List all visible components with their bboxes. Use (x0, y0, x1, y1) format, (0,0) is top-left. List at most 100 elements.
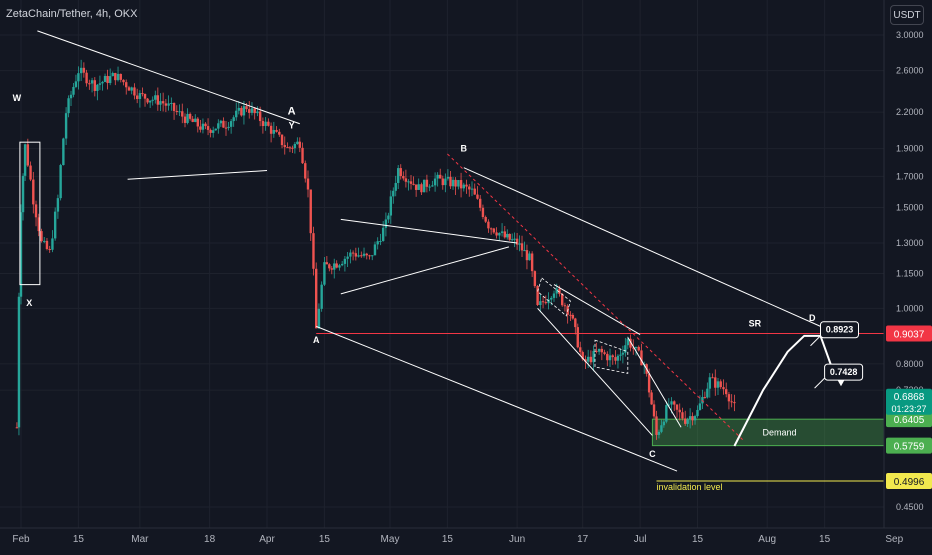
candle-body (148, 100, 152, 103)
candle-body (632, 347, 635, 349)
candle-body (125, 82, 128, 88)
candle-body (240, 107, 243, 116)
sr-price-badge: 0.9037 (894, 330, 925, 341)
candle-body (15, 427, 19, 429)
candle-body (621, 352, 625, 355)
demand-high-badge: 0.6405 (894, 415, 925, 426)
candle-body (261, 121, 265, 127)
wave-label-c: C (649, 449, 656, 459)
invalidation-price-badge: 0.4996 (894, 477, 925, 488)
candles (15, 59, 736, 440)
candle-body (530, 253, 534, 272)
candle-body (74, 81, 78, 87)
candle-body (495, 232, 498, 236)
candle-body (293, 143, 297, 149)
candle-body (235, 110, 238, 118)
candle-body (360, 255, 363, 257)
time-tick-label: Jul (634, 534, 647, 545)
candle-body (40, 231, 43, 242)
candle-body (272, 129, 276, 134)
candle-body (59, 165, 62, 199)
candle-body (242, 106, 246, 116)
invalidation-price-badge-bg (886, 472, 932, 489)
candle-body (523, 250, 526, 252)
time-axis: Feb 15 Mar 18 Apr 15 May 15 Jun 17 Jul 15 Aug 15 Sep (0, 527, 932, 545)
candle-body (547, 299, 550, 304)
candle-body (323, 262, 326, 285)
candle-body (473, 188, 476, 195)
candle-body (686, 419, 689, 424)
candle-body (650, 392, 653, 405)
candle-body (541, 301, 545, 303)
candle-body (43, 240, 46, 242)
candle-body (135, 95, 139, 99)
candle-body (446, 176, 450, 179)
candle-body (122, 79, 125, 83)
candle-body (404, 178, 408, 182)
candle-body (143, 94, 147, 99)
candle-body (515, 238, 519, 245)
candle-body (454, 179, 457, 187)
price-tick-label: 1.3000 (896, 238, 924, 248)
candle-body (111, 72, 114, 77)
candle-body (412, 183, 415, 185)
target-label: 0.7428 (830, 367, 858, 377)
candle-body (459, 180, 463, 189)
candle-body (196, 118, 200, 127)
candle-body (222, 120, 225, 128)
candle-body (667, 404, 670, 406)
price-tick-label: 0.4500 (896, 502, 924, 512)
target-pointer (814, 377, 825, 389)
candle-body (88, 83, 91, 85)
candle-body (652, 404, 656, 417)
candle-body (470, 188, 474, 190)
time-tick-label: 15 (692, 534, 704, 545)
target-box (824, 363, 864, 381)
candle-body (77, 73, 80, 82)
time-tick-label: 15 (442, 534, 454, 545)
candle-body (389, 196, 393, 216)
candle-body (69, 94, 73, 99)
candle-body (657, 431, 661, 435)
time-tick-label: 15 (819, 534, 831, 545)
candle-body (402, 176, 405, 179)
candle-body (37, 217, 40, 232)
candle-body (510, 239, 514, 241)
candle-body (62, 138, 65, 166)
chart-title: ZetaChain/Tether, 4h, OKX (6, 8, 138, 20)
candle-body (399, 168, 402, 177)
candle-body (17, 296, 21, 428)
candle-body (296, 141, 299, 144)
currency-button[interactable]: USDT (890, 5, 924, 25)
time-tick-label: 18 (204, 534, 216, 545)
candle-body (175, 110, 178, 112)
candle-body (178, 111, 181, 113)
candle-body (206, 126, 210, 130)
candle-body (119, 73, 122, 80)
candle-body (93, 80, 96, 91)
candle-body (678, 409, 681, 413)
candle-body (72, 86, 75, 95)
candle-body (600, 348, 604, 353)
candle-body (693, 416, 697, 421)
candle-body (725, 389, 728, 395)
candle-body (362, 253, 366, 256)
candle-body (379, 240, 382, 242)
candle-body (660, 425, 663, 432)
time-tick-label: May (381, 534, 400, 545)
candle-body (614, 357, 617, 361)
price-tick-label: 0.8000 (896, 359, 924, 369)
candle-body (154, 95, 157, 100)
time-tick-label: 17 (577, 534, 589, 545)
time-tick-label: Jun (509, 534, 525, 545)
candle-body (706, 388, 709, 398)
time-tick-label: Feb (12, 534, 30, 545)
candle-body (211, 130, 215, 133)
candle-body (298, 141, 301, 148)
candle-body (204, 123, 207, 127)
candle-body (503, 231, 506, 238)
candle-body (569, 314, 572, 316)
candle-body (253, 108, 256, 114)
